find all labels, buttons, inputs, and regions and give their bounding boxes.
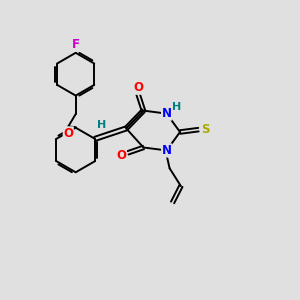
- Text: S: S: [202, 123, 210, 136]
- Text: N: N: [162, 144, 172, 157]
- Text: N: N: [162, 107, 172, 120]
- Text: H: H: [97, 120, 106, 130]
- Text: H: H: [172, 102, 181, 112]
- Text: F: F: [72, 38, 80, 51]
- Text: O: O: [63, 127, 73, 140]
- Text: O: O: [116, 149, 127, 162]
- Text: O: O: [133, 81, 143, 94]
